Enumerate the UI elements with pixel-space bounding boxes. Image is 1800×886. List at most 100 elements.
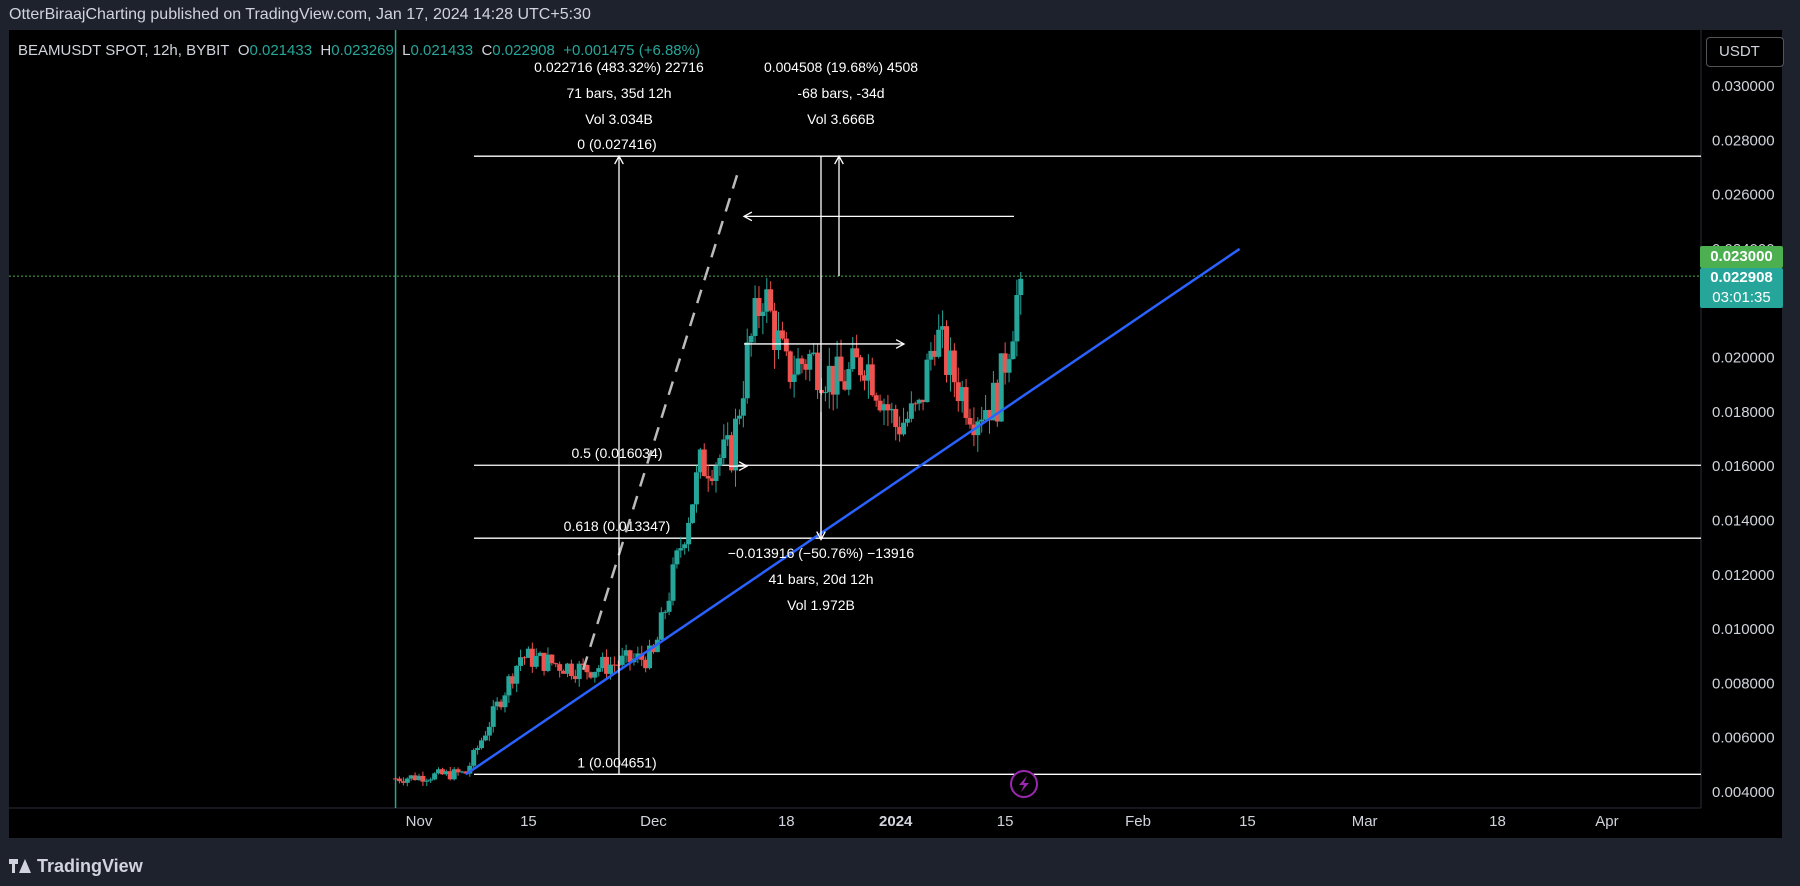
- candle-body: [908, 403, 914, 419]
- candle-body: [729, 435, 735, 471]
- candle-body: [572, 676, 578, 680]
- candle-body: [674, 550, 680, 565]
- candle-body: [924, 359, 930, 403]
- x-tick-label: Feb: [1125, 813, 1151, 830]
- candle-body: [451, 769, 457, 780]
- y-tick-label: 0.008000: [1712, 675, 1775, 692]
- candle-body: [776, 330, 781, 351]
- currency-button[interactable]: USDT: [1706, 37, 1784, 67]
- candle-body: [647, 645, 653, 669]
- x-tick-label: Dec: [640, 813, 667, 830]
- candle-body: [959, 387, 965, 402]
- x-tick-label: 15: [1239, 813, 1256, 830]
- measure-annotation-line: 41 bars, 20d 12h: [768, 571, 873, 587]
- candle-body: [830, 365, 836, 395]
- bar-countdown: 03:01:35: [1712, 289, 1771, 306]
- candle-body: [717, 458, 723, 466]
- bolt-icon: [1019, 776, 1029, 792]
- left-pointing-arrow-head: [742, 211, 753, 222]
- candle-body: [592, 671, 598, 678]
- measure-annotation-line: -68 bars, -34d: [797, 85, 884, 101]
- candle-body: [514, 665, 520, 684]
- measure-small-up-arrow-head: [834, 154, 844, 165]
- candle-body: [760, 311, 766, 317]
- ohlc-legend: BEAMUSDT SPOT, 12h, BYBIT O0.021433 H0.0…: [18, 42, 700, 59]
- candle-body: [701, 449, 707, 477]
- footer: TradingView: [0, 846, 1800, 886]
- candle-body: [490, 706, 496, 727]
- candle-body: [955, 382, 961, 402]
- candle-body: [1014, 295, 1020, 342]
- y-tick-label: 0.006000: [1712, 730, 1775, 747]
- candle-body: [834, 356, 840, 395]
- candle-body: [428, 779, 434, 781]
- candle-body: [522, 657, 528, 659]
- open-label: O: [237, 42, 250, 59]
- candle-body: [412, 775, 418, 781]
- candle-body: [873, 395, 879, 401]
- y-tick-label: 0.028000: [1712, 132, 1775, 149]
- candle-body: [803, 363, 809, 370]
- candle-body: [580, 663, 586, 666]
- candle-body: [861, 375, 867, 381]
- candle-body: [705, 476, 711, 479]
- candle-body: [436, 769, 442, 774]
- change-value: +0.001475 (+6.88%): [563, 42, 700, 59]
- high-label: H: [320, 42, 332, 59]
- candle-body: [756, 298, 762, 317]
- candle-body: [1010, 341, 1016, 360]
- candle-body: [607, 664, 613, 674]
- fib-level-label: 0.618 (0.013347): [564, 518, 671, 534]
- candlestick-chart[interactable]: 0.0300000.0280000.0260000.0240000.022000…: [9, 30, 1782, 838]
- candle-body: [916, 399, 922, 404]
- chart-area[interactable]: 0.0300000.0280000.0260000.0240000.022000…: [9, 30, 1782, 838]
- x-tick-label: 18: [1489, 813, 1506, 830]
- measure-annotation-line: Vol 1.972B: [787, 597, 855, 613]
- close-label: C: [481, 42, 493, 59]
- candle-body: [400, 781, 406, 783]
- tradingview-logo[interactable]: TradingView: [9, 856, 143, 877]
- candle-body: [619, 655, 625, 665]
- alert-price-tag: 0.023000: [1700, 246, 1783, 268]
- ascending-trendline: [465, 247, 1241, 776]
- last-price-value: 0.022908: [1710, 269, 1773, 286]
- publish-info: OtterBiraajCharting published on Trading…: [9, 6, 591, 23]
- candle-body: [815, 352, 821, 391]
- candle-body: [463, 771, 469, 774]
- candle-body: [975, 421, 981, 436]
- candle-body: [666, 600, 672, 612]
- candle-body: [439, 769, 445, 775]
- open-value: 0.021433: [249, 42, 313, 59]
- candle-body: [850, 348, 856, 370]
- projection-dashed-line: [581, 167, 741, 671]
- candle-body: [846, 369, 852, 390]
- candle-body: [990, 382, 996, 421]
- candle-body: [611, 664, 617, 666]
- candle-body: [979, 419, 985, 422]
- candle-body: [947, 350, 953, 375]
- y-tick-label: 0.014000: [1712, 512, 1775, 529]
- candle-body: [479, 740, 485, 749]
- close-value: 0.022908: [492, 42, 555, 59]
- candle-body: [783, 338, 789, 352]
- y-tick-label: 0.018000: [1712, 404, 1775, 421]
- candle-body: [1002, 353, 1008, 373]
- candle-body: [967, 417, 973, 425]
- candle-body: [744, 342, 750, 399]
- tradingview-logo-icon: [9, 859, 31, 873]
- candle-body: [748, 335, 754, 343]
- candle-body: [822, 392, 828, 394]
- candle-body: [561, 670, 567, 674]
- candle-body: [795, 358, 801, 375]
- candle-body: [881, 404, 887, 411]
- candle-body: [557, 664, 563, 671]
- candle-body: [983, 409, 989, 420]
- candle-body: [584, 665, 590, 673]
- candle-body: [764, 289, 770, 312]
- candle-body: [963, 387, 969, 418]
- candle-body: [627, 650, 633, 663]
- measure-annotation-line: Vol 3.034B: [585, 111, 653, 127]
- candle-body: [537, 652, 543, 656]
- measure-annotation-line: 71 bars, 35d 12h: [566, 85, 671, 101]
- candle-body: [697, 449, 703, 473]
